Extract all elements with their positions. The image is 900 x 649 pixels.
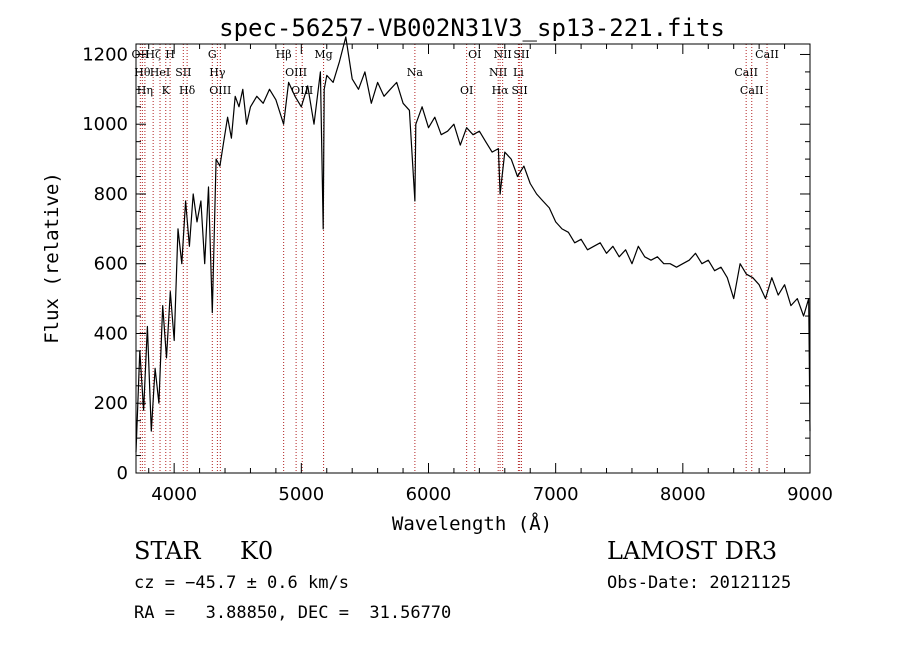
spectral-line-label: OI xyxy=(460,84,473,97)
y-tick-label: 1200 xyxy=(82,44,128,65)
spectral-line-label: Na xyxy=(407,66,424,79)
y-tick-label: 600 xyxy=(94,254,128,275)
plot-frame xyxy=(135,43,811,474)
y-axis: 0 200 400 600 800 1000 1200 xyxy=(82,44,810,484)
obs-date: Obs-Date: 20121125 xyxy=(607,573,792,593)
chart-title: spec-56257-VB002N31V3_sp13-221.fits xyxy=(219,14,725,42)
x-tick-label: 4000 xyxy=(151,484,197,505)
spectral-line-label: Hα xyxy=(492,84,510,97)
spectral-line-label: SII xyxy=(175,66,191,79)
spectral-line-label: Hδ xyxy=(179,84,196,97)
spectral-lines-layer: OIIHθHηHζHeIKHSIIHδGHγOIIIHβOIIIOIIIMgNa… xyxy=(131,44,779,473)
x-tick-label: 9000 xyxy=(787,484,833,505)
y-tick-label: 200 xyxy=(94,393,128,414)
y-tick-label: 1000 xyxy=(82,114,128,135)
spectral-line-label: Hβ xyxy=(276,48,292,61)
spectral-line-label: NII xyxy=(489,66,507,79)
survey-label: LAMOST DR3 xyxy=(607,537,778,565)
y-axis-label: Flux (relative) xyxy=(41,172,63,344)
spectral-line-label: OIII xyxy=(209,84,231,97)
spectral-line-label: SII xyxy=(512,84,528,97)
spectral-line-label: CaII xyxy=(734,66,758,79)
x-axis-label: Wavelength (Å) xyxy=(392,512,552,535)
series-layer xyxy=(135,36,811,453)
spectral-line-label: Mg xyxy=(314,48,332,61)
subclass-label: K0 xyxy=(240,537,274,565)
y-tick-label: 400 xyxy=(94,323,128,344)
x-tick-label: 8000 xyxy=(660,484,706,505)
cz-line: cz = −45.7 ± 0.6 km/s xyxy=(134,573,349,593)
spectrum-line xyxy=(135,36,811,453)
spectral-line-label: CaII xyxy=(740,84,764,97)
x-tick-label: 6000 xyxy=(406,484,452,505)
spectral-line-label: OIII xyxy=(285,66,307,79)
x-tick-label: 7000 xyxy=(533,484,579,505)
spectral-line-label: H xyxy=(165,48,175,61)
spectral-line-label: Li xyxy=(513,66,524,79)
spectral-line-label: Hη xyxy=(137,84,153,97)
spectral-line-label: K xyxy=(162,84,171,97)
spectral-line-label: SII xyxy=(513,48,529,61)
spectral-line-label: OI xyxy=(468,48,481,61)
x-tick-label: 5000 xyxy=(278,484,324,505)
y-tick-label: 800 xyxy=(94,184,128,205)
spectral-line-label: NII xyxy=(493,48,511,61)
class-label: STAR xyxy=(134,537,201,565)
spectral-line-label: Hζ xyxy=(145,48,161,61)
spectral-line-label: Hθ xyxy=(134,66,151,79)
x-axis: 4000 5000 6000 7000 8000 9000 xyxy=(148,44,833,505)
spectral-line-label: CaII xyxy=(755,48,779,61)
spectral-line-label: HeI xyxy=(150,66,170,79)
spectral-line-label: G xyxy=(208,48,217,61)
spectral-line-label: Hγ xyxy=(209,66,226,79)
coords-line: RA = 3.88850, DEC = 31.56770 xyxy=(134,603,452,623)
y-tick-label: 0 xyxy=(117,463,128,484)
